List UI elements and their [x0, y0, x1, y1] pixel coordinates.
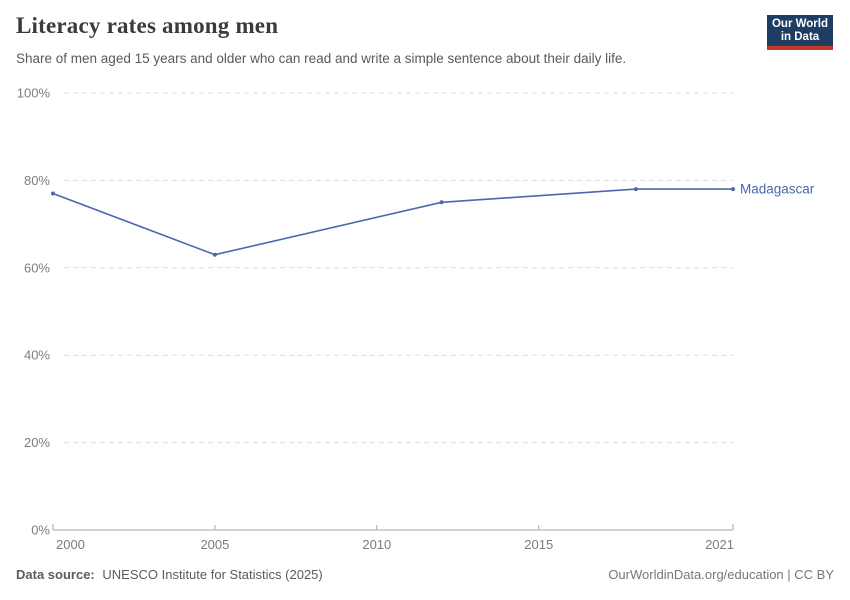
data-source-value: UNESCO Institute for Statistics (2025): [102, 567, 323, 582]
x-tick-label: 2010: [362, 537, 391, 552]
x-tick-label: 2021: [705, 537, 734, 552]
chart-footer: Data source: UNESCO Institute for Statis…: [0, 567, 850, 582]
owid-logo-line2: in Data: [780, 31, 820, 43]
y-tick-label: 60%: [24, 260, 50, 275]
owid-logo[interactable]: Our World in Data: [767, 15, 833, 50]
page-subtitle: Share of men aged 15 years and older who…: [16, 51, 627, 66]
x-tick-label: 2015: [524, 537, 553, 552]
y-axis: 0% 20% 40% 60% 80% 100%: [17, 86, 733, 538]
series-line[interactable]: [52, 188, 734, 256]
series-madagascar[interactable]: Madagascar: [51, 182, 815, 257]
data-source: Data source: UNESCO Institute for Statis…: [16, 567, 323, 582]
data-point-marker[interactable]: [439, 200, 444, 205]
owid-logo-line1: Our World: [771, 18, 828, 30]
y-tick-label: 80%: [24, 173, 50, 188]
entity-label[interactable]: Madagascar: [740, 182, 815, 197]
data-source-label: Data source:: [16, 567, 95, 582]
data-point-marker[interactable]: [212, 252, 217, 257]
credit-link[interactable]: OurWorldinData.org/education | CC BY: [608, 567, 834, 582]
y-tick-label: 0%: [31, 523, 50, 538]
x-tick-label: 2005: [200, 537, 229, 552]
y-tick-label: 20%: [24, 435, 50, 450]
page-title: Literacy rates among men: [16, 13, 279, 38]
data-point-marker[interactable]: [731, 187, 735, 192]
x-tick-label: 2000: [56, 537, 85, 552]
x-axis: 2000 2005 2010 2015 2021: [52, 524, 734, 552]
data-point-marker[interactable]: [633, 187, 638, 192]
data-point-marker[interactable]: [51, 191, 55, 196]
y-tick-label: 100%: [17, 86, 51, 101]
y-tick-label: 40%: [24, 348, 50, 363]
